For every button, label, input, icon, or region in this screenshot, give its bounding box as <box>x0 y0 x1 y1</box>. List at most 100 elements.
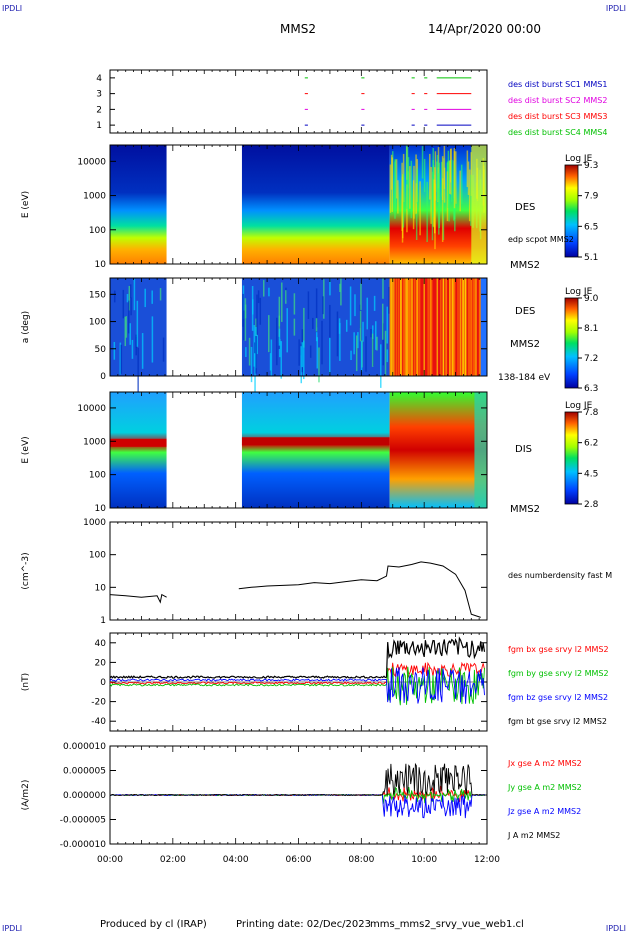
des-energy-streak <box>442 184 445 241</box>
des-pitch-streak <box>329 278 331 296</box>
des-pitch-streak <box>388 286 390 314</box>
dis-energy-colorbar <box>564 411 579 505</box>
fgm-ytick-label: 40 <box>95 639 107 649</box>
des-pitch-streak <box>312 317 314 329</box>
time-axis-label: 12:00 <box>474 855 500 865</box>
des-energy-ylabel: E (eV) <box>21 191 31 218</box>
credit-text: Produced by cl (IRAP) <box>100 919 207 930</box>
des-pitch-streak <box>453 278 456 376</box>
density-frame <box>109 521 488 621</box>
des-energy-spectrogram <box>471 145 487 264</box>
des-energy-spectrogram <box>241 145 390 264</box>
des-pitch-streak <box>268 315 270 353</box>
des-pitch-streak <box>262 280 265 297</box>
des-pitch-streak <box>248 337 251 366</box>
des-pitch-streak <box>129 323 131 345</box>
des-pitch-spectrogram <box>480 278 487 376</box>
des-pitch-streak <box>464 278 467 376</box>
des-energy-sublabel: edp scpot MMS2 <box>508 235 574 244</box>
des-pitch-energy-range: 138-184 eV <box>498 373 551 383</box>
current-series-4 <box>109 762 486 797</box>
des-pitch-streak <box>375 321 377 350</box>
des-pitch-streak <box>395 278 398 376</box>
des-pitch-ytick-label: 150 <box>89 290 106 300</box>
des-pitch-streak <box>144 288 146 308</box>
des-energy-streak <box>419 181 421 236</box>
des-pitch-streak <box>338 318 341 334</box>
des-pitch-streak <box>242 293 244 327</box>
des-energy-streak <box>390 154 393 190</box>
des-pitch-streak <box>298 339 300 366</box>
des-energy-streak <box>455 151 457 204</box>
des-energy-streak <box>394 159 397 203</box>
des-pitch-streak <box>130 297 132 316</box>
des-pitch-streak <box>384 330 387 376</box>
des-pitch-streak <box>315 318 318 332</box>
des-pitch-streak <box>461 278 463 376</box>
des-pitch-ytick-label: 50 <box>95 345 107 355</box>
time-axis-label: 04:00 <box>223 855 249 865</box>
des-energy-streak <box>431 171 434 241</box>
density-ytick-label: 1000 <box>83 518 106 528</box>
des-pitch-streak <box>285 290 287 304</box>
des-pitch-streak <box>416 278 419 376</box>
current-legend-4: J A m2 MMS2 <box>507 831 560 840</box>
des-pitch-streak <box>360 283 362 310</box>
burst-ytick-label: 2 <box>96 105 102 115</box>
burst-ytick-label: 1 <box>96 121 102 131</box>
des-energy-streak <box>441 178 444 242</box>
des-pitch-colorbar-label: 9.0 <box>584 294 599 304</box>
des-pitch-streak <box>366 297 369 330</box>
des-pitch-streak <box>473 278 476 376</box>
des-pitch-colorbar <box>564 297 579 389</box>
dis-energy-colorbar-label: 6.2 <box>584 439 598 449</box>
des-pitch-streak <box>397 278 400 376</box>
des-energy-streak <box>436 155 439 202</box>
des-pitch-streak <box>268 287 270 297</box>
dis-energy-ytick-label: 100 <box>89 471 106 481</box>
des-pitch-streak <box>141 333 144 369</box>
density-series-line <box>109 561 481 618</box>
dis-energy-ytick-label: 10000 <box>77 404 106 414</box>
burst-ytick-label: 3 <box>96 90 102 100</box>
des-pitch-streak <box>120 344 123 374</box>
fgm-series-4 <box>109 636 486 679</box>
corner-label-tl: IPDLI <box>2 4 23 13</box>
des-energy-streak <box>405 145 408 209</box>
dis-energy-spectrogram <box>110 392 167 508</box>
des-energy-streak <box>441 156 444 200</box>
des-pitch-streak <box>404 278 407 376</box>
des-pitch-streak <box>137 347 139 396</box>
dis-energy-ytick-label: 1000 <box>83 437 106 447</box>
des-pitch-streak <box>382 323 385 366</box>
des-pitch-streak <box>135 334 137 356</box>
des-pitch-streak <box>315 327 318 342</box>
des-pitch-streak <box>413 278 416 376</box>
des-pitch-streak <box>357 332 359 349</box>
des-pitch-streak <box>244 298 247 341</box>
des-pitch-streak <box>286 308 288 353</box>
des-pitch-streak <box>381 303 384 340</box>
des-pitch-streak <box>430 278 432 376</box>
des-pitch-streak <box>373 295 376 311</box>
time-axis-label: 02:00 <box>160 855 186 865</box>
des-energy-streak <box>443 167 446 203</box>
des-pitch-streak <box>136 300 139 347</box>
des-pitch-streak <box>162 337 165 362</box>
des-pitch-streak <box>459 278 462 376</box>
des-pitch-streak <box>315 288 318 333</box>
des-pitch-ytick-label: 0 <box>100 372 106 382</box>
des-pitch-streak <box>252 299 254 315</box>
des-energy-streak <box>451 159 453 202</box>
des-pitch-label: DES <box>515 306 535 317</box>
des-pitch-streak <box>133 278 136 311</box>
des-pitch-streak <box>382 278 384 299</box>
burst-ytick-label: 4 <box>96 74 102 84</box>
des-pitch-colorbar-label: 7.2 <box>584 354 598 364</box>
des-energy-streak <box>449 148 452 183</box>
des-energy-streak <box>443 145 446 189</box>
des-pitch-colorbar-title: Log JE <box>565 287 593 297</box>
burst-frame <box>109 69 488 134</box>
des-energy-streak <box>397 180 399 214</box>
des-energy-streak <box>402 173 405 228</box>
